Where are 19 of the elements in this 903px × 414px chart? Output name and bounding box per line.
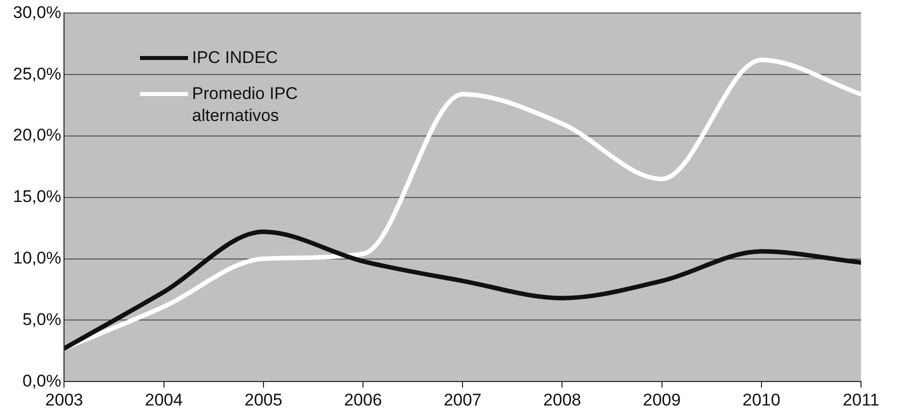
y-tick-label: 20,0% [13, 126, 62, 145]
y-tick-label: 15,0% [13, 187, 62, 206]
legend-label: IPC INDEC [192, 47, 278, 69]
x-tick-label: 2009 [642, 390, 681, 410]
y-tick-label: 0,0% [22, 371, 62, 390]
line-series [64, 230, 861, 351]
legend-label: Promedio IPC alternativos [192, 83, 299, 127]
x-tick-label: 2007 [444, 390, 482, 410]
x-tick-label: 2011 [842, 390, 880, 410]
y-tick-label: 25,0% [13, 64, 62, 84]
y-tick-label: 5,0% [22, 310, 62, 329]
x-tick-label: 2008 [543, 390, 582, 410]
y-tick-label: 10,0% [13, 248, 62, 268]
y-tick-label: 30,0% [13, 2, 62, 22]
x-tick-label: 2006 [344, 390, 382, 410]
x-tick-label: 2010 [742, 390, 780, 410]
x-tick-label: 2003 [45, 390, 84, 410]
x-tick-label: 2004 [144, 390, 183, 410]
x-tick-label: 2005 [244, 390, 282, 410]
